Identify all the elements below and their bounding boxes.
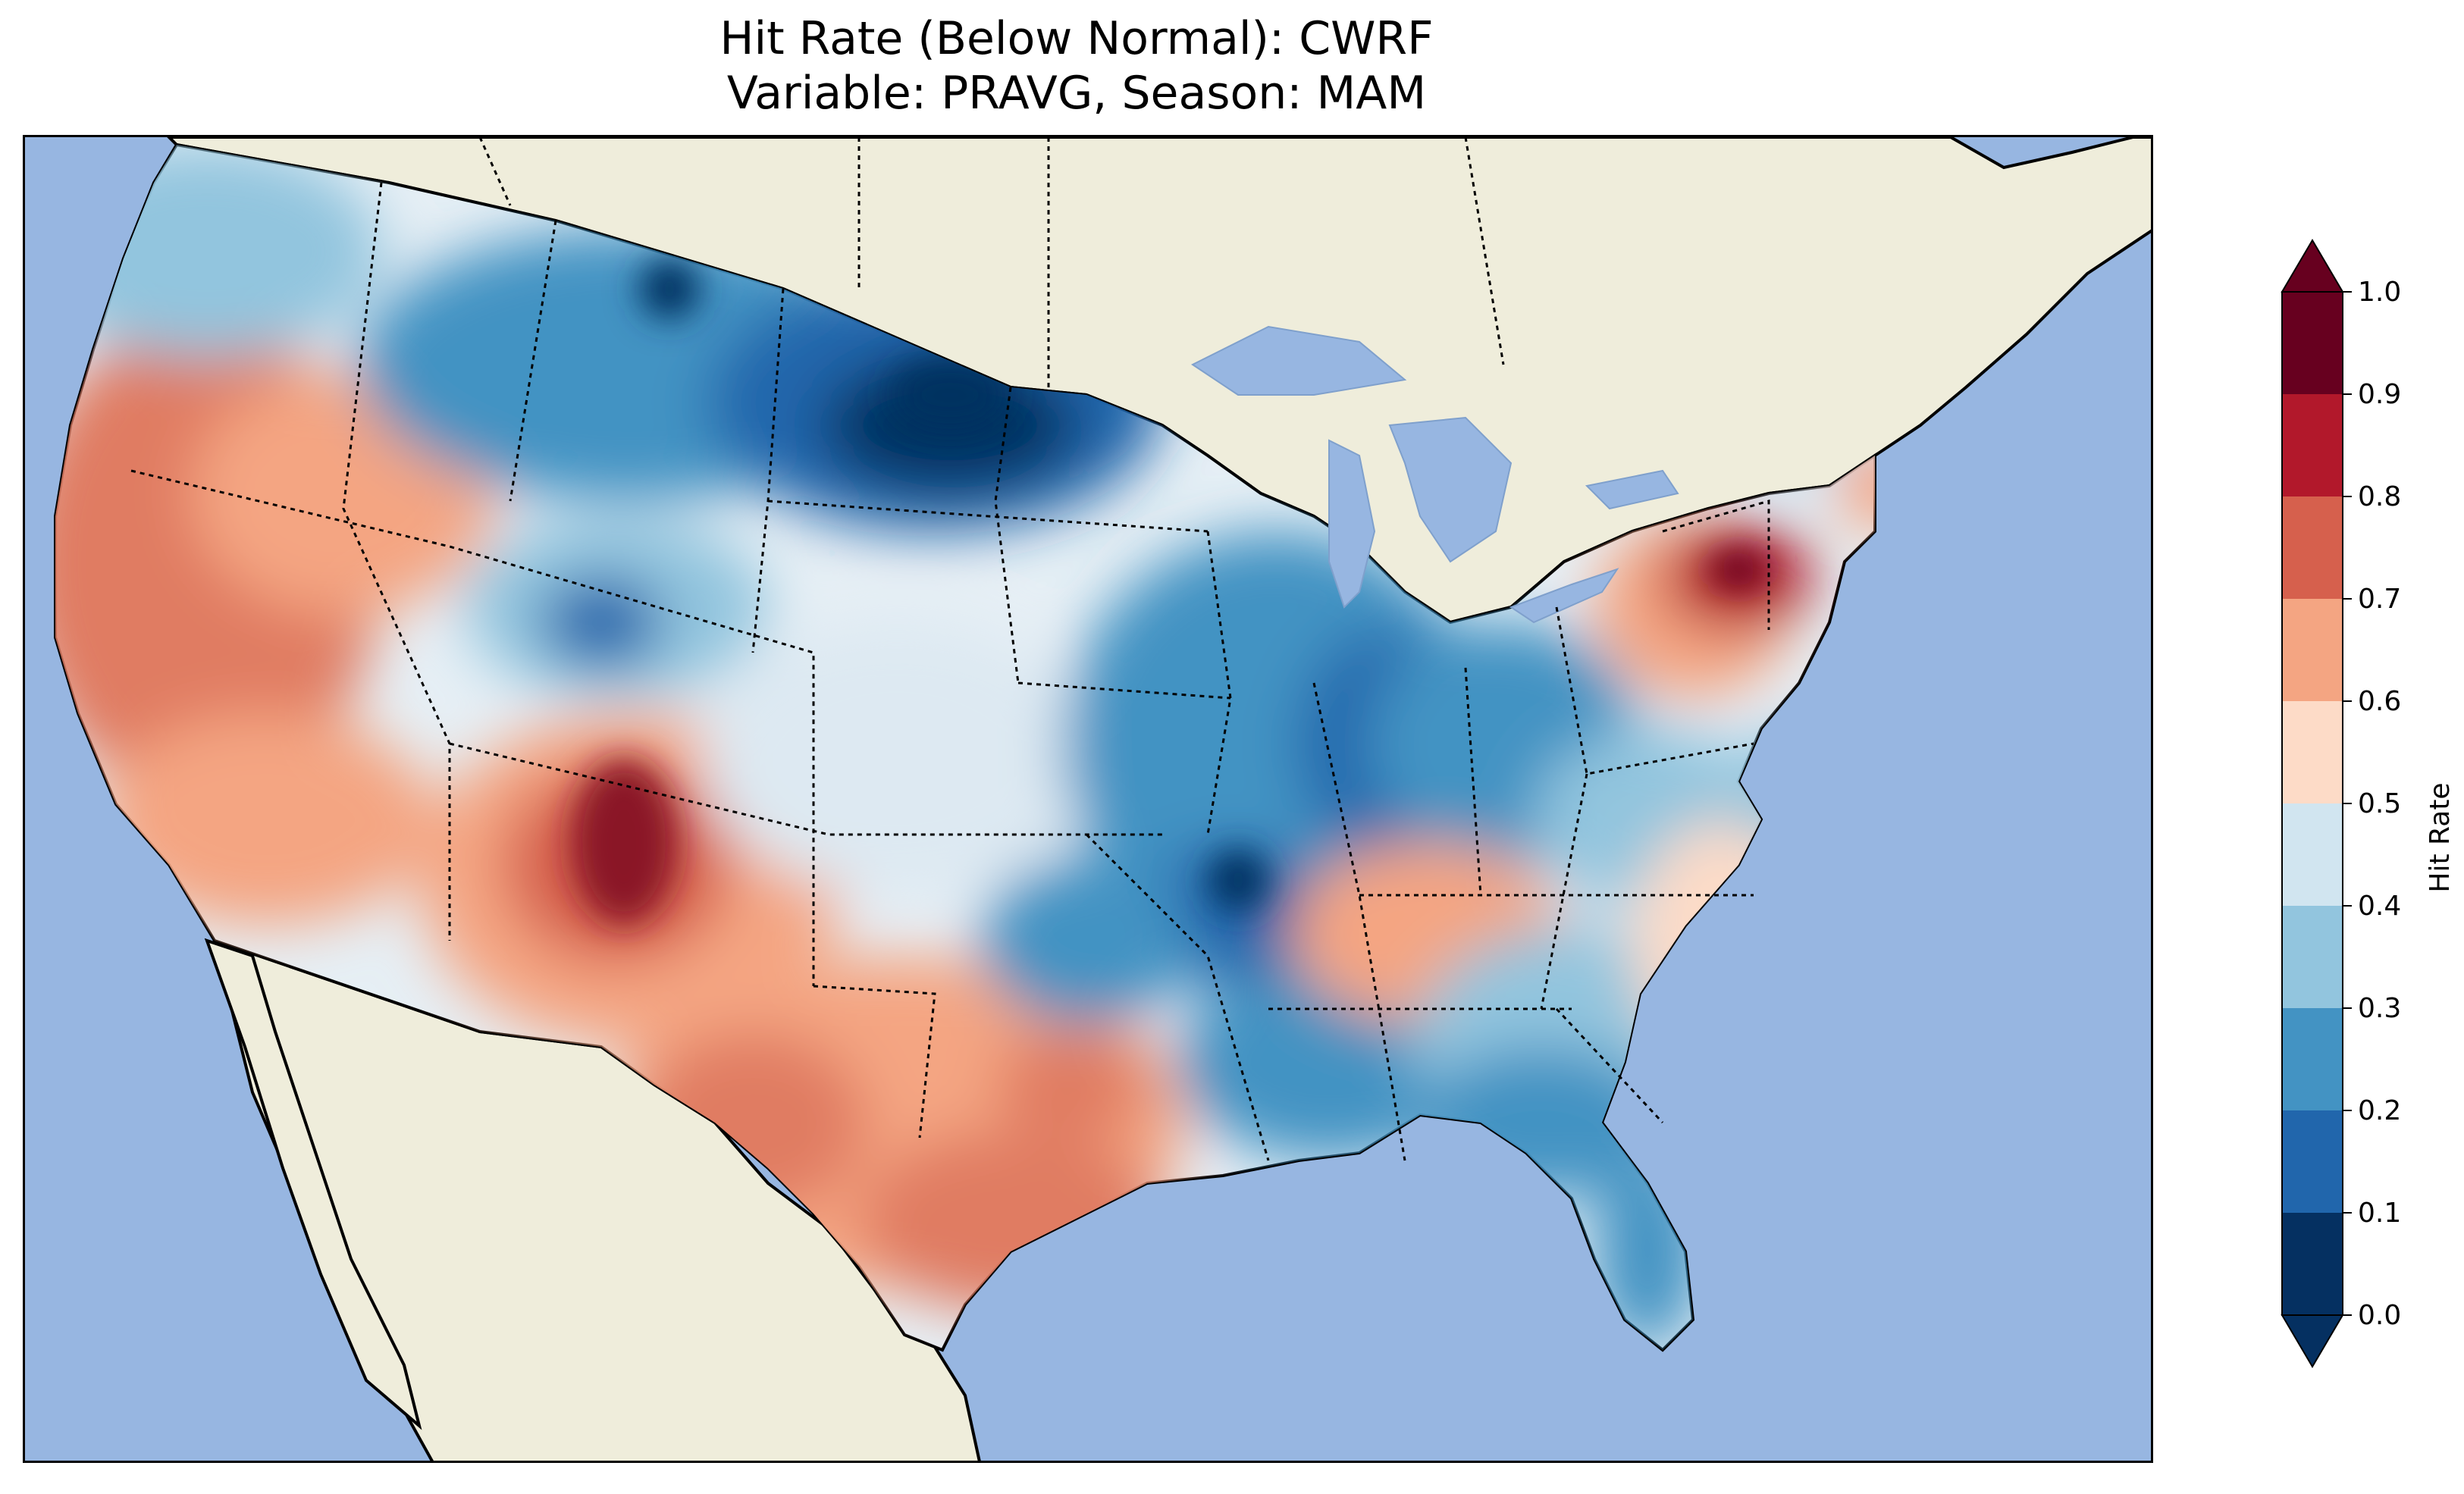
colorbar-swatch: [2282, 599, 2343, 701]
colorbar-swatch: [2282, 1008, 2343, 1110]
colorbar-swatch: [2282, 906, 2343, 1008]
colorbar-swatch: [2282, 292, 2343, 394]
colorbar-swatch: [2282, 1110, 2343, 1213]
state-boundaries: [130, 182, 1770, 1161]
colorbar: 0.0 0.1 0.2 0.3 0.4 0.5 0.6 0.7 0.8 0.9 1.0 Hit Ra…: [2281, 239, 2456, 1368]
map-canvas: [54, 137, 2151, 1461]
colorbar-ticks: 0.0 0.1 0.2 0.3 0.4 0.5 0.6 0.7 0.8 0.9 1.0: [2343, 277, 2401, 1331]
colorbar-swatches: [2281, 239, 2344, 1368]
colorbar-swatch: [2282, 1213, 2343, 1315]
great-lakes: [1191, 325, 1679, 624]
colorbar-tick-label: 0.9: [2358, 379, 2401, 410]
colorbar-tick-label: 0.2: [2358, 1095, 2401, 1126]
colorbar-tick-label: 0.3: [2358, 993, 2401, 1024]
colorbar-extend-min: [2281, 1314, 2344, 1368]
colorbar-tick-label: 0.1: [2358, 1198, 2401, 1229]
colorbar-tick-label: 0.5: [2358, 788, 2401, 819]
map-panel[interactable]: [23, 135, 2153, 1463]
colorbar-swatch: [2282, 701, 2343, 803]
colorbar-swatch: [2282, 394, 2343, 496]
colorbar-tick-label: 1.0: [2358, 277, 2401, 308]
national-boundaries: [478, 137, 1505, 387]
colorbar-tick-label: 0.4: [2358, 891, 2401, 922]
colorbar-tick-label: 0.0: [2358, 1300, 2401, 1331]
colorbar-swatch: [2282, 496, 2343, 599]
area-pacific-northwest: [55, 145, 381, 357]
baja-peninsula: [204, 938, 422, 1430]
map-subtitle: Variable: PRAVG, Season: MAM: [726, 67, 1427, 120]
colorbar-extend-max: [2281, 239, 2344, 293]
colorbar-label: Hit Rate: [2425, 782, 2456, 892]
colorbar-tick-label: 0.7: [2358, 584, 2401, 615]
colorbar-swatch: [2282, 803, 2343, 906]
colorbar-tick-label: 0.8: [2358, 481, 2401, 512]
colorbar-tick-label: 0.6: [2358, 686, 2401, 717]
map-title: Hit Rate (Below Normal): CWRF: [719, 12, 1434, 65]
